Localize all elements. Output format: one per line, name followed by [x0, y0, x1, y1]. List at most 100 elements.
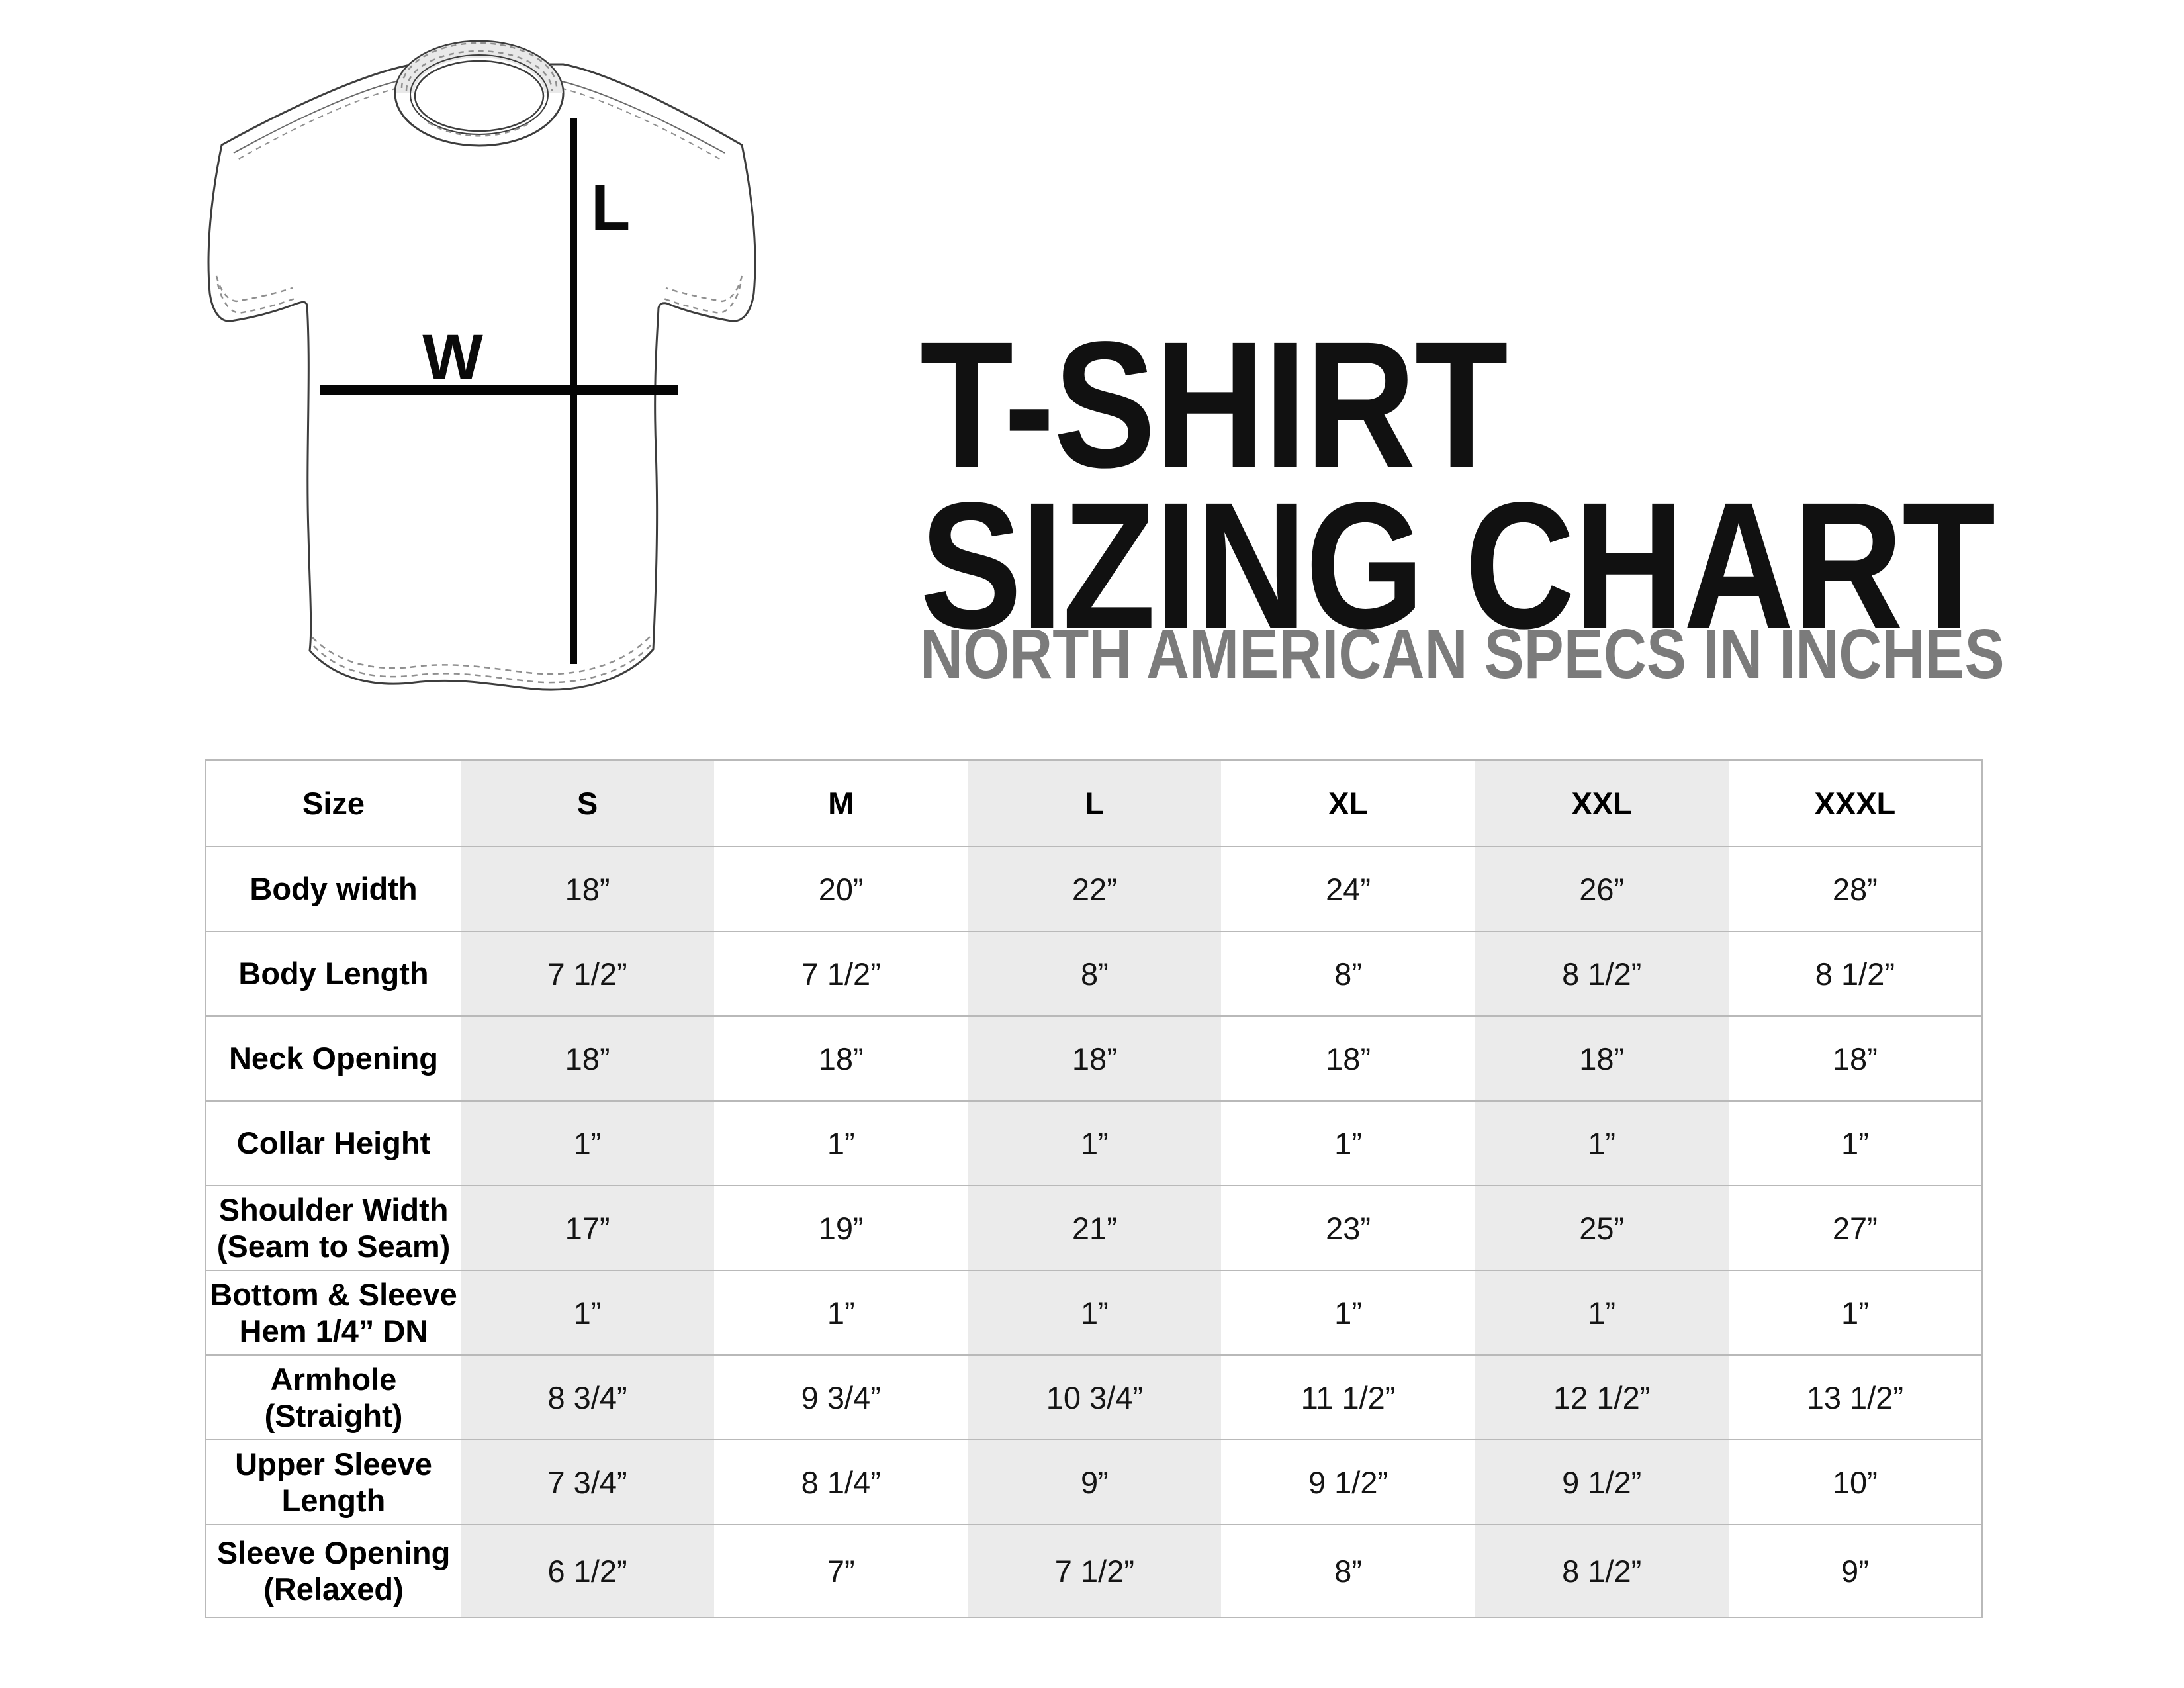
size-value-cell: 7 1/2”	[461, 931, 715, 1016]
size-value-cell: 19”	[714, 1185, 968, 1270]
column-header-XXXL: XXXL	[1728, 759, 1982, 847]
size-value-cell: 9 3/4”	[714, 1354, 968, 1440]
size-value-cell: 8 1/2”	[1728, 931, 1982, 1016]
size-value-cell: 7”	[714, 1524, 968, 1617]
size-value-cell: 25”	[1475, 1185, 1729, 1270]
neck-opening	[414, 60, 545, 132]
size-value-cell: 7 3/4”	[461, 1439, 715, 1524]
size-value-cell: 1”	[714, 1270, 968, 1355]
row-label: Collar Height	[206, 1100, 461, 1186]
shoulder-seam-left	[233, 78, 409, 154]
table-row: Bottom & Sleeve Hem 1/4” DN 1” 1” 1” 1” 1” 1”	[206, 1270, 1982, 1355]
table-row: Body width 18” 20” 22” 24” 26” 28”	[206, 846, 1982, 931]
row-label: Shoulder Width (Seam to Seam)	[206, 1185, 461, 1270]
subtitle: NORTH AMERICAN SPECS IN INCHES	[920, 615, 2005, 693]
column-header-M: M	[714, 759, 968, 847]
size-value-cell: 1”	[461, 1270, 715, 1355]
length-label: L	[591, 171, 630, 244]
size-value-cell: 18”	[461, 1015, 715, 1101]
size-value-cell: 7 1/2”	[968, 1524, 1222, 1617]
size-value-cell: 18”	[1221, 1015, 1475, 1101]
shoulder-stitch-right	[551, 85, 721, 160]
size-value-cell: 6 1/2”	[461, 1524, 715, 1617]
column-header-XXL: XXL	[1475, 759, 1729, 847]
table-row: Neck Opening 18” 18” 18” 18” 18” 18”	[206, 1015, 1982, 1101]
width-label: W	[422, 321, 483, 393]
size-value-cell: 1”	[1728, 1100, 1982, 1186]
row-label: Body width	[206, 846, 461, 931]
size-value-cell: 8 1/2”	[1475, 931, 1729, 1016]
size-value-cell: 1”	[1221, 1270, 1475, 1355]
size-value-cell: 1”	[968, 1100, 1222, 1186]
size-value-cell: 1”	[1728, 1270, 1982, 1355]
size-value-cell: 13 1/2”	[1728, 1354, 1982, 1440]
size-value-cell: 1”	[1475, 1270, 1729, 1355]
collar-stitch	[400, 42, 558, 89]
sleeve-hem-stitch	[663, 283, 742, 314]
size-value-cell: 22”	[968, 846, 1222, 931]
size-value-cell: 18”	[968, 1015, 1222, 1101]
size-value-cell: 20”	[714, 846, 968, 931]
table-row: Upper Sleeve Length 7 3/4” 8 1/4” 9” 9 1/2” 9 …	[206, 1439, 1982, 1524]
size-value-cell: 9 1/2”	[1475, 1439, 1729, 1524]
size-value-cell: 23”	[1221, 1185, 1475, 1270]
sleeve-hem-stitch	[665, 275, 743, 303]
size-value-cell: 18”	[461, 846, 715, 931]
tshirt-outline	[207, 63, 756, 691]
size-value-cell: 8”	[1221, 1524, 1475, 1617]
size-value-cell: 11 1/2”	[1221, 1354, 1475, 1440]
size-value-cell: 1”	[1221, 1100, 1475, 1186]
size-value-cell: 8 1/4”	[714, 1439, 968, 1524]
size-value-cell: 18”	[1475, 1015, 1729, 1101]
size-value-cell: 24”	[1221, 846, 1475, 931]
size-value-cell: 28”	[1728, 846, 1982, 931]
size-value-cell: 9 1/2”	[1221, 1439, 1475, 1524]
size-value-cell: 26”	[1475, 846, 1729, 931]
collar-band-shade	[396, 42, 563, 93]
tshirt-diagram: L W	[207, 40, 756, 691]
row-label: Neck Opening	[206, 1015, 461, 1101]
size-value-cell: 8”	[1221, 931, 1475, 1016]
size-value-cell: 12 1/2”	[1475, 1354, 1729, 1440]
table-row: Collar Height 1” 1” 1” 1” 1” 1”	[206, 1100, 1982, 1186]
shoulder-stitch-left	[237, 85, 408, 160]
size-value-cell: 8 1/2”	[1475, 1524, 1729, 1617]
column-header-XL: XL	[1221, 759, 1475, 847]
size-value-cell: 9”	[1728, 1524, 1982, 1617]
sleeve-hem-stitch	[216, 283, 295, 314]
bottom-hem-stitch	[312, 635, 651, 675]
title-line-2: SIZING CHART	[920, 465, 1995, 666]
size-value-cell: 1”	[461, 1100, 715, 1186]
column-header-L: L	[968, 759, 1222, 847]
size-value-cell: 1”	[1475, 1100, 1729, 1186]
header-row: Size S M L XL XXL XXXL	[206, 759, 1982, 847]
size-value-cell: 27”	[1728, 1185, 1982, 1270]
sizing-table: Size S M L XL XXL XXXL Body width 18” 20” 22” 24” 2…	[205, 759, 1983, 1618]
row-label: Armhole (Straight)	[206, 1354, 461, 1440]
size-value-cell: 17”	[461, 1185, 715, 1270]
row-label: Bottom & Sleeve Hem 1/4” DN	[206, 1270, 461, 1355]
size-value-cell: 10 3/4”	[968, 1354, 1222, 1440]
row-label: Sleeve Opening (Relaxed)	[206, 1524, 461, 1617]
size-value-cell: 1”	[714, 1100, 968, 1186]
collar-rim	[410, 54, 549, 135]
table-row: Body Length 7 1/2” 7 1/2” 8” 8” 8 1/2” 8 1/2”	[206, 931, 1982, 1016]
row-label: Upper Sleeve Length	[206, 1439, 461, 1524]
shoulder-seam-right	[549, 78, 725, 154]
table-row: Armhole (Straight) 8 3/4” 9 3/4” 10 3/4” 11 1…	[206, 1354, 1982, 1440]
size-value-cell: 18”	[1728, 1015, 1982, 1101]
size-corner-header: Size	[206, 759, 461, 847]
size-value-cell: 8”	[968, 931, 1222, 1016]
size-value-cell: 10”	[1728, 1439, 1982, 1524]
row-label: Body Length	[206, 931, 461, 1016]
size-value-cell: 1”	[968, 1270, 1222, 1355]
size-value-cell: 21”	[968, 1185, 1222, 1270]
column-header-S: S	[461, 759, 715, 847]
table-row: Sleeve Opening (Relaxed) 6 1/2” 7” 7 1/2” 8” 8…	[206, 1524, 1982, 1617]
size-value-cell: 9”	[968, 1439, 1222, 1524]
bottom-hem-stitch	[313, 643, 653, 684]
size-value-cell: 18”	[714, 1015, 968, 1101]
collar-front-stitch	[428, 121, 531, 137]
title-line-1: T-SHIRT	[920, 304, 1508, 505]
